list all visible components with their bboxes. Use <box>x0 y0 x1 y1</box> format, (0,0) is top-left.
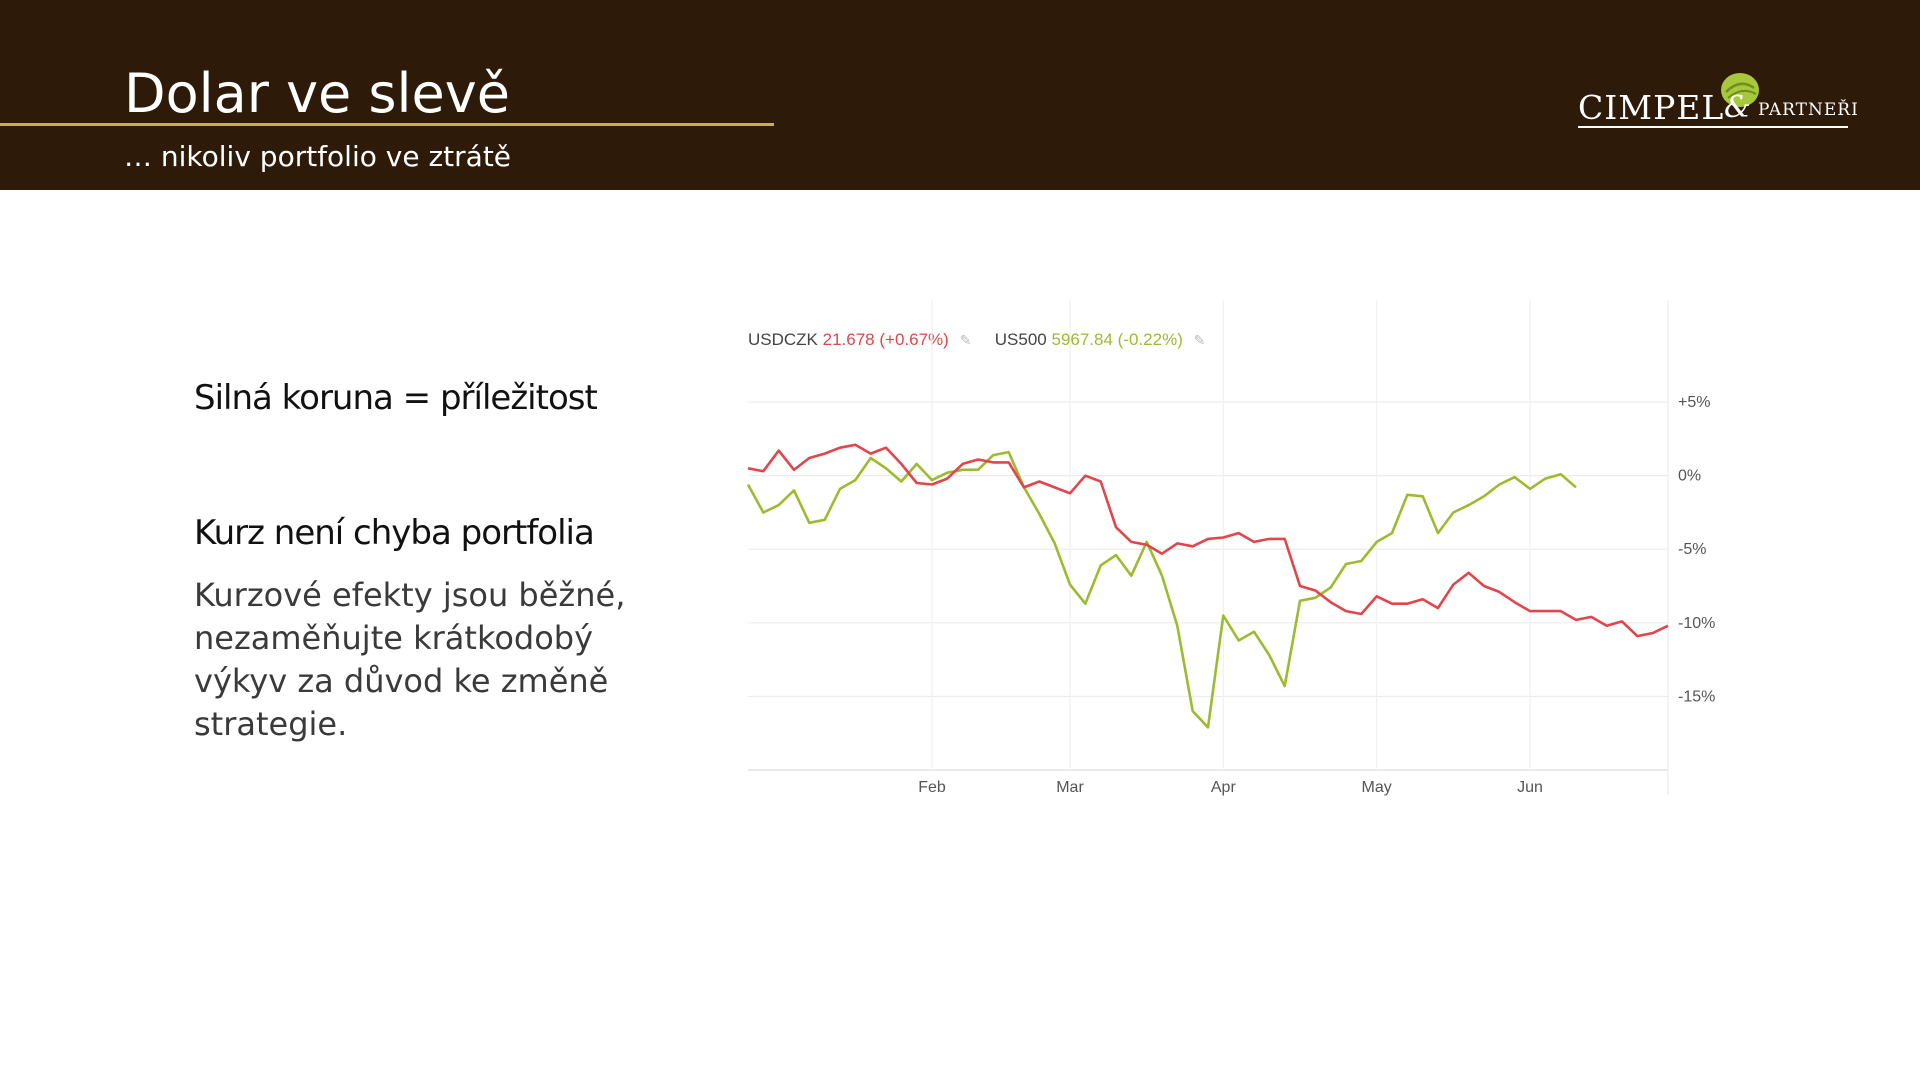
point-fx-heading: Kurz není chyba portfolia <box>194 513 595 553</box>
chart-plot: +5% 0% -5% -10% -15% Feb Mar Apr May Jun <box>746 300 1715 796</box>
title-underline <box>0 123 774 126</box>
logo-underline <box>1578 126 1848 128</box>
pin-icon[interactable]: ✎ <box>1193 332 1206 348</box>
slide-header: Dolar ve slevě … nikoliv portfolio ve zt… <box>0 0 1920 190</box>
x-tick-label: Apr <box>1211 779 1237 796</box>
series-line-us500 <box>746 450 1577 729</box>
company-logo: CIMPEL & PARTNEŘI <box>1578 70 1878 130</box>
chart-legend: USDCZK 21.678 (+0.67%) ✎ US500 5967.84 (… <box>748 330 1205 350</box>
y-tick-label: -15% <box>1678 688 1715 705</box>
pin-icon[interactable]: ✎ <box>959 332 972 348</box>
legend-usdczk-symbol: USDCZK <box>748 330 818 349</box>
legend-us500-change: (-0.22%) <box>1117 330 1183 349</box>
y-tick-label: 0% <box>1678 468 1701 485</box>
series-line-usdczk <box>747 443 1669 638</box>
y-tick-label: +5% <box>1678 394 1710 411</box>
point-strong-koruna: Silná koruna = příležitost <box>194 378 598 418</box>
x-tick-label: May <box>1362 779 1392 796</box>
usdczk-us500-chart: USDCZK 21.678 (+0.67%) ✎ US500 5967.84 (… <box>740 300 1740 800</box>
legend-us500-symbol: US500 <box>994 330 1047 349</box>
y-tick-label: -5% <box>1678 541 1706 558</box>
logo-name: CIMPEL <box>1578 88 1725 127</box>
point-fx-body: Kurzové efekty jsou běžné, nezaměňujte k… <box>194 576 626 743</box>
x-tick-label: Feb <box>918 779 946 796</box>
logo-partners: PARTNEŘI <box>1758 100 1859 120</box>
legend-us500-value: 5967.84 <box>1051 330 1113 349</box>
slide-title: Dolar ve slevě <box>124 62 510 125</box>
y-tick-label: -10% <box>1678 615 1715 632</box>
legend-usdczk-value: 21.678 <box>822 330 875 349</box>
slide-subtitle: … nikoliv portfolio ve ztrátě <box>124 140 512 173</box>
x-tick-label: Mar <box>1056 779 1084 796</box>
x-tick-label: Jun <box>1517 779 1543 796</box>
leaf-icon <box>1721 73 1759 107</box>
logo-ampersand: & <box>1724 90 1751 125</box>
